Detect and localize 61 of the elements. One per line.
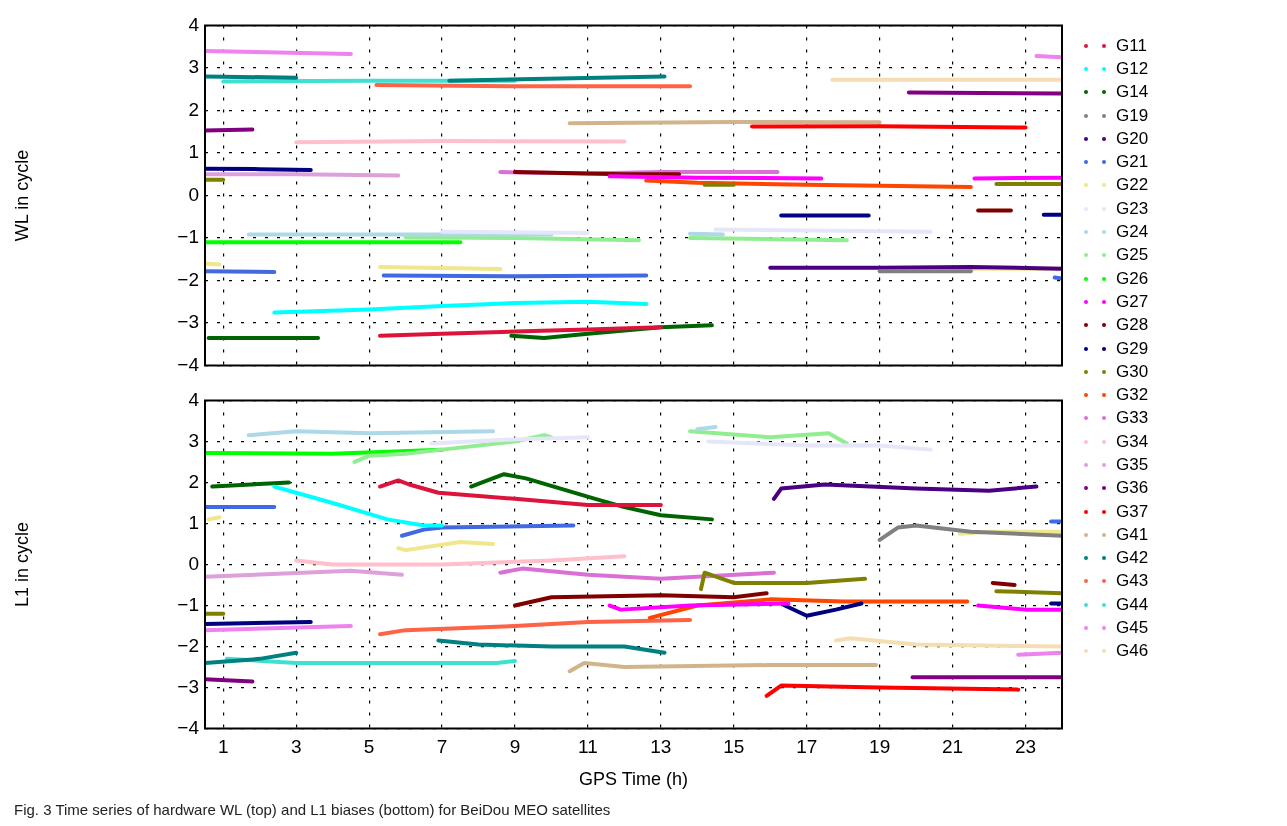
y-tick-label: −2	[177, 634, 199, 656]
y-tick-label: −3	[177, 311, 199, 333]
y-axis-title: WL in cycle	[11, 149, 32, 242]
y-tick-label: 2	[188, 470, 199, 492]
y-tick-label: 1	[188, 511, 199, 533]
legend-label: G14	[1116, 82, 1149, 103]
y-tick-label: 3	[188, 56, 199, 78]
legend-label: G44	[1116, 594, 1149, 615]
x-tick-label: 7	[436, 736, 448, 758]
caption: Fig. 3 Time series of hardware WL (top) and L1 biases (bottom) for BeiDou MEO satellites	[14, 801, 612, 818]
y-tick-label: −3	[177, 675, 199, 697]
y-tick-label: 0	[188, 552, 199, 574]
y-tick-label: 4	[188, 13, 200, 35]
x-tick-label: 17	[796, 736, 818, 758]
legend-label: G35	[1116, 454, 1149, 475]
legend-label: G11	[1116, 35, 1147, 56]
legend-label: G42	[1116, 548, 1149, 569]
legend-label: G27	[1116, 291, 1149, 312]
y-tick-label: −2	[177, 268, 199, 290]
x-tick-label: 3	[290, 736, 302, 758]
legend-label: G24	[1116, 222, 1149, 243]
legend-label: G22	[1116, 175, 1149, 196]
x-tick-label: 9	[509, 736, 521, 758]
legend-label: G32	[1116, 385, 1149, 406]
x-tick-label: 15	[723, 736, 745, 758]
y-tick-label: 2	[188, 98, 199, 120]
y-tick-label: 3	[188, 429, 199, 451]
y-axis-title: L1 in cycle	[11, 521, 32, 608]
x-tick-label: 21	[942, 736, 964, 758]
y-tick-label: −4	[177, 716, 200, 738]
legend-label: G26	[1116, 268, 1149, 289]
legend-label: G12	[1116, 58, 1149, 79]
legend-label: G43	[1116, 571, 1149, 592]
legend-label: G37	[1116, 501, 1149, 522]
x-axis-title: GPS Time (h)	[578, 769, 689, 790]
legend-label: G21	[1116, 152, 1149, 173]
y-tick-label: 0	[188, 183, 199, 205]
y-tick-label: −4	[177, 353, 200, 375]
x-tick-label: 11	[578, 736, 598, 758]
legend-label: G25	[1116, 245, 1149, 266]
legend-label: G29	[1116, 338, 1149, 359]
legend-label: G45	[1116, 618, 1149, 639]
legend-label: G28	[1116, 315, 1149, 336]
x-tick-label: 23	[1014, 736, 1037, 758]
legend-label: G36	[1116, 478, 1149, 499]
y-tick-label: −1	[177, 593, 199, 615]
x-tick-label: 13	[650, 736, 672, 758]
legend-label: G23	[1116, 198, 1149, 219]
y-tick-label: 1	[188, 141, 199, 163]
y-tick-label: −1	[177, 226, 199, 248]
legend-label: G30	[1116, 361, 1149, 382]
y-tick-label: 4	[188, 388, 200, 410]
legend-label: G19	[1116, 105, 1149, 126]
legend-label: G46	[1116, 641, 1149, 662]
legend-label: G41	[1116, 524, 1149, 545]
legend-label: G33	[1116, 408, 1149, 429]
x-tick-label: 19	[869, 736, 891, 758]
x-tick-label: 5	[363, 736, 375, 758]
legend-label: G34	[1116, 431, 1149, 452]
x-tick-label: 1	[217, 736, 229, 758]
legend-label: G20	[1116, 128, 1149, 149]
